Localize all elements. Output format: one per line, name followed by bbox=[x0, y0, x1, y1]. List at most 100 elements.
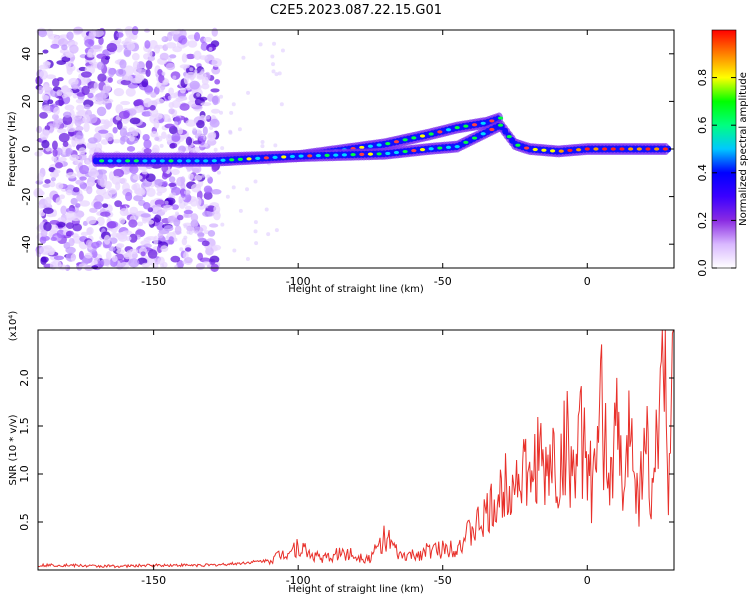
spectrogram-track-peak bbox=[445, 145, 452, 149]
spectrogram-noise-blob bbox=[111, 255, 118, 262]
spectrogram-track-peak bbox=[558, 149, 564, 153]
spectrogram-noise-blob bbox=[194, 175, 203, 181]
spectrogram-noise-blob bbox=[51, 155, 57, 162]
spectrogram-noise-blob bbox=[115, 68, 127, 77]
spectrogram-noise-blob bbox=[229, 110, 234, 115]
spectrogram-noise-blob bbox=[70, 254, 76, 262]
spectrogram-tracks bbox=[91, 112, 672, 167]
snr-y-tick-label: 1.0 bbox=[18, 465, 31, 483]
spectrogram-noise-blob bbox=[167, 118, 172, 123]
spectrogram-noise-blob bbox=[154, 136, 160, 141]
spectrogram-noise-blob bbox=[64, 104, 75, 111]
colorbar-ticks: 0.0 0.2 0.4 0.6 0.8 bbox=[696, 69, 736, 277]
spectrogram-track-peak bbox=[662, 147, 668, 151]
spectrogram-noise-blob bbox=[266, 232, 271, 237]
snr-plot-area bbox=[38, 330, 674, 570]
colorbar-tick-label: 0.2 bbox=[696, 212, 709, 230]
spectrogram-track-peak bbox=[168, 159, 174, 163]
spectrogram-noise-blob bbox=[52, 119, 61, 128]
spectrogram-noise-blob bbox=[119, 127, 128, 138]
spectrogram-noise-blob bbox=[57, 38, 69, 47]
spectrogram-noise-blob bbox=[91, 265, 99, 270]
spectrogram-noise-blob bbox=[65, 246, 76, 254]
spectrogram-noise-blob bbox=[87, 137, 98, 144]
spectrogram-noise-blob bbox=[206, 174, 211, 179]
spectrogram-noise-blob bbox=[178, 35, 188, 45]
spectrogram-noise-blob bbox=[79, 164, 90, 175]
spectrogram-x-tick-label: -150 bbox=[141, 275, 166, 288]
spectrogram-track-peak bbox=[411, 136, 417, 140]
spectrogram-noise-blob bbox=[202, 126, 208, 136]
spectrogram-noise-blob bbox=[200, 44, 206, 51]
spectrogram-noise-blob bbox=[83, 104, 91, 110]
spectrogram-noise-blob bbox=[115, 44, 123, 53]
spectrogram-track-peak bbox=[445, 128, 452, 132]
spectrogram-noise-blob bbox=[78, 147, 87, 155]
spectrogram-track-peak bbox=[107, 159, 113, 163]
spectrogram-noise-blob bbox=[80, 184, 87, 190]
spectrogram-noise-blob bbox=[81, 85, 90, 96]
snr-y-multiplier: (x10⁴) bbox=[8, 311, 19, 342]
spectrogram-noise-blob bbox=[37, 172, 44, 182]
spectrogram-noise-blob bbox=[75, 179, 84, 185]
spectrogram-y-tick-label: -40 bbox=[20, 235, 33, 253]
spectrogram-track-peak bbox=[194, 159, 200, 163]
spectrogram-x-tick-label: -50 bbox=[434, 275, 452, 288]
spectrogram-track-peak bbox=[367, 144, 374, 148]
spectrogram-noise-blob bbox=[44, 125, 51, 131]
spectrogram-noise-blob bbox=[253, 179, 258, 184]
spectrogram-noise-blob bbox=[34, 151, 43, 157]
spectrogram-noise-blob bbox=[211, 57, 222, 68]
spectrogram-noise-blob bbox=[141, 78, 149, 88]
spectrogram-noise-blob bbox=[131, 130, 138, 136]
spectrogram-noise-blob bbox=[100, 88, 109, 99]
spectrogram-noise-blob bbox=[197, 130, 202, 135]
spectrogram-noise-blob bbox=[192, 140, 202, 145]
spectrogram-noise-blob bbox=[48, 247, 55, 256]
spectrogram-noise-blob bbox=[96, 53, 107, 59]
spectrogram-noise-blob bbox=[185, 53, 196, 60]
spectrogram-noise-blob bbox=[87, 48, 97, 58]
spectrogram-noise-blob bbox=[154, 214, 162, 223]
spectrogram-noise-blob bbox=[128, 219, 138, 228]
spectrogram-noise-blob bbox=[49, 219, 60, 225]
spectrogram-track-peak bbox=[419, 148, 426, 152]
spectrogram-noise-blob bbox=[241, 55, 246, 60]
spectrogram-noise-blob bbox=[140, 213, 151, 218]
spectrogram-noise-blob bbox=[189, 67, 194, 72]
spectrogram-noise-blob bbox=[180, 176, 186, 184]
spectrogram-track-peak bbox=[437, 130, 443, 134]
spectrogram-noise-blob bbox=[279, 102, 284, 107]
spectrogram-noise-blob bbox=[100, 211, 111, 217]
spectrogram-noise-blob bbox=[213, 204, 221, 215]
spectrogram-noise-blob bbox=[68, 237, 75, 247]
spectrogram-noise-blob bbox=[213, 147, 218, 152]
spectrogram-noise-blob bbox=[124, 26, 135, 35]
spectrogram-noise-blob bbox=[131, 25, 139, 36]
spectrogram-noise-blob bbox=[53, 169, 59, 179]
spectrogram-noise-blob bbox=[150, 131, 159, 138]
spectrogram-noise-blob bbox=[179, 64, 190, 69]
spectrogram-noise-blob bbox=[86, 185, 93, 195]
spectrogram-track-peak bbox=[619, 147, 625, 151]
spectrogram-track-peak bbox=[419, 134, 426, 138]
spectrogram-noise-blob bbox=[245, 187, 250, 192]
spectrogram-noise-blob bbox=[170, 142, 178, 149]
spectrogram-noise-blob bbox=[192, 105, 203, 110]
spectrogram-noise-blob bbox=[108, 246, 116, 252]
spectrogram-noise-blob bbox=[246, 90, 251, 95]
spectrogram-noise-blob bbox=[91, 45, 102, 50]
spectrogram-noise-blob bbox=[260, 144, 265, 149]
spectrogram-noise-blob bbox=[183, 224, 188, 229]
spectrogram-noise-blob bbox=[136, 221, 144, 227]
spectrogram-noise-blob bbox=[113, 88, 125, 97]
snr-series-line bbox=[37, 329, 674, 569]
spectrogram-noise-blob bbox=[171, 168, 180, 176]
spectrogram-track-peak bbox=[237, 157, 243, 161]
spectrogram-noise-blob bbox=[228, 129, 233, 134]
spectrogram-noise-blob bbox=[75, 104, 85, 112]
spectrogram-noise-blob bbox=[185, 247, 192, 252]
spectrogram-track-peak bbox=[220, 158, 226, 162]
spectrogram-noise-blob bbox=[146, 187, 156, 198]
spectrogram-noise-blob bbox=[52, 140, 58, 150]
